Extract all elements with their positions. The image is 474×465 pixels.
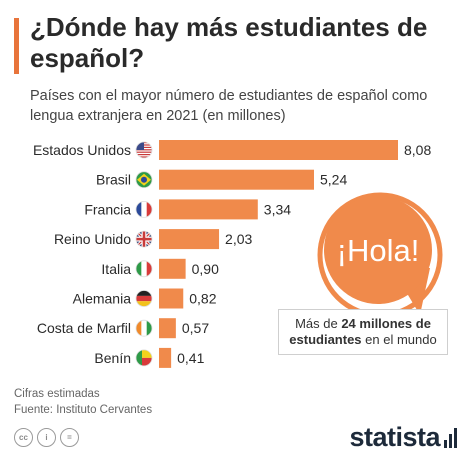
category-label: Estados Unidos xyxy=(33,142,131,158)
flag-it-icon xyxy=(136,260,152,277)
hola-text: ¡Hola! xyxy=(337,233,420,268)
category-label: Benín xyxy=(94,350,131,366)
speech-bubbles-illustration: ¡Hola! xyxy=(317,192,443,318)
flag-br-icon xyxy=(136,171,152,188)
value-label: 0,57 xyxy=(182,320,209,336)
flag-outline xyxy=(135,230,153,248)
value-label: 5,24 xyxy=(320,172,347,188)
flag-fr-icon xyxy=(136,201,152,218)
category-label: Reino Unido xyxy=(54,231,131,247)
cc-icon[interactable]: cc xyxy=(14,428,33,447)
estimate-note: Cifras estimadas xyxy=(14,388,100,400)
value-label: 0,82 xyxy=(189,291,216,307)
statista-logo[interactable]: statista xyxy=(349,422,458,453)
flag-gb-icon xyxy=(136,231,152,248)
category-label: Brasil xyxy=(96,172,131,188)
title-accent-bar xyxy=(14,18,19,74)
bar xyxy=(159,318,176,339)
value-label: 0,41 xyxy=(177,350,204,366)
flag-outline xyxy=(135,200,153,218)
callout-suffix: en el mundo xyxy=(361,332,437,347)
source-note: Fuente: Instituto Cervantes xyxy=(14,404,153,416)
category-label: Italia xyxy=(101,261,131,277)
bar xyxy=(159,140,398,160)
flag-us-icon xyxy=(136,142,152,158)
front-bubble xyxy=(324,196,432,304)
callout-prefix: Más de xyxy=(295,316,342,331)
bar xyxy=(159,229,220,250)
flag-outline xyxy=(135,260,153,278)
flag-outline xyxy=(135,290,153,307)
bar xyxy=(159,169,314,190)
flag-outline xyxy=(135,141,153,159)
brand-name: statista xyxy=(349,422,440,452)
license-icons[interactable]: cc i = xyxy=(14,428,79,447)
category-label: Francia xyxy=(84,201,131,217)
value-label: 8,08 xyxy=(404,142,431,158)
flag-outline xyxy=(135,171,153,189)
chart-subtitle: Países con el mayor número de estudiante… xyxy=(30,88,428,124)
flag-bj-icon xyxy=(136,349,152,366)
flag-de-icon xyxy=(136,290,152,307)
bar xyxy=(159,199,258,220)
value-label: 3,34 xyxy=(264,201,291,217)
value-label: 2,03 xyxy=(225,231,252,247)
bar xyxy=(159,258,186,279)
flag-ci-icon xyxy=(136,320,152,337)
value-label: 0,90 xyxy=(192,261,219,277)
flag-outline xyxy=(135,319,153,337)
no-derivatives-icon[interactable]: = xyxy=(60,428,79,447)
flag-outline xyxy=(135,349,153,367)
chart-title: ¿Dónde hay más estudiantes de español? xyxy=(30,12,428,73)
bar xyxy=(159,347,172,368)
attribution-icon[interactable]: i xyxy=(37,428,56,447)
callout-highlight: 24 millones de estudiantes xyxy=(289,316,431,347)
statista-mark-icon xyxy=(444,427,458,448)
bar xyxy=(159,288,184,309)
callout-box: Más de 24 millones de estudiantes en el … xyxy=(278,309,448,355)
category-label: Costa de Marfil xyxy=(37,320,131,336)
category-label: Alemania xyxy=(73,291,132,307)
